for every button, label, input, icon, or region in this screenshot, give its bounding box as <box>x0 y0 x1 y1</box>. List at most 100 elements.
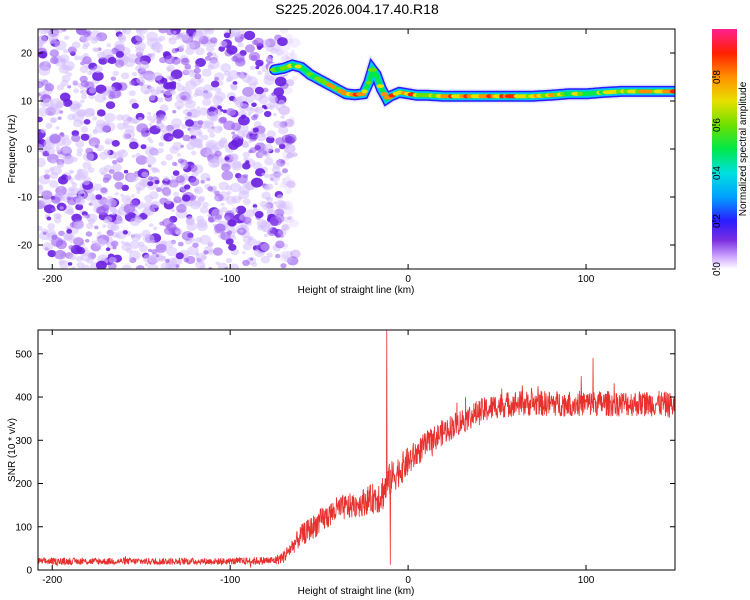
noise-blob <box>38 157 46 168</box>
x-tick-label: -200 <box>42 274 62 285</box>
noise-blob <box>224 156 230 161</box>
noise-blob <box>263 144 274 152</box>
noise-blob <box>207 213 212 217</box>
noise-blob <box>129 217 140 227</box>
noise-blob <box>160 160 167 166</box>
noise-blob <box>102 91 109 97</box>
noise-blob <box>209 37 218 44</box>
noise-blob <box>284 215 295 224</box>
noise-blob <box>287 38 294 44</box>
noise-blob <box>92 71 104 81</box>
noise-blob <box>242 235 252 244</box>
noise-blob <box>138 241 145 247</box>
noise-blob <box>144 146 157 157</box>
noise-blob <box>106 195 114 202</box>
noise-blob <box>256 244 260 248</box>
noise-blob <box>54 217 62 224</box>
noise-blob <box>135 47 144 55</box>
noise-blob <box>38 29 50 35</box>
noise-blob <box>92 47 98 52</box>
noise-blob <box>147 248 152 253</box>
ridge-spot <box>366 80 372 85</box>
noise-blob <box>108 262 117 269</box>
noise-blob <box>237 42 244 48</box>
noise-blob <box>64 71 69 75</box>
noise-blob <box>81 264 90 269</box>
noise-blob <box>223 120 236 131</box>
noise-blob <box>129 240 140 249</box>
noise-blob <box>135 182 146 191</box>
noise-blob <box>281 224 290 231</box>
noise-blob <box>188 108 201 118</box>
noise-blob <box>123 203 136 214</box>
noise-blob <box>278 99 285 106</box>
noise-blob <box>265 183 274 190</box>
ridge-spot <box>367 67 378 72</box>
noise-blob <box>254 142 266 152</box>
noise-blob <box>196 106 201 110</box>
noise-blob <box>208 59 220 70</box>
noise-blob <box>232 81 238 86</box>
noise-blob <box>250 55 258 61</box>
y-tick-label: 10 <box>21 97 33 108</box>
snr-marks <box>38 330 675 568</box>
noise-blob <box>57 175 69 185</box>
noise-blob <box>172 109 177 114</box>
noise-blob <box>135 152 141 158</box>
noise-blob <box>119 220 124 224</box>
noise-blob <box>215 214 222 220</box>
noise-blob <box>224 210 235 219</box>
noise-blob <box>242 243 252 251</box>
noise-blob <box>143 205 156 216</box>
noise-blob <box>155 243 167 253</box>
y-tick-label: 400 <box>15 393 32 404</box>
noise-blob <box>186 216 195 224</box>
noise-blob <box>120 240 125 244</box>
noise-blob <box>172 240 177 244</box>
noise-blob <box>194 63 200 69</box>
noise-blob <box>188 194 197 201</box>
noise-blob <box>264 173 270 179</box>
noise-blob <box>177 241 184 247</box>
noise-blob <box>280 263 287 269</box>
noise-blob <box>105 140 110 145</box>
noise-blob <box>214 223 226 234</box>
noise-blob <box>90 37 98 44</box>
noise-blob <box>249 107 254 111</box>
noise-blob <box>286 120 293 126</box>
noise-blob <box>282 250 294 260</box>
noise-blob <box>75 256 83 262</box>
noise-blob <box>108 169 115 175</box>
noise-blob <box>153 226 158 231</box>
noise-blob <box>136 191 140 195</box>
noise-blob <box>171 182 178 188</box>
snr-axes: -200 -100 0 100 0 100 200 300 400 500 <box>15 330 675 586</box>
noise-blob <box>63 134 69 140</box>
spectrogram-x-label: Height of straight line (km) <box>298 285 415 296</box>
noise-blob <box>140 144 147 150</box>
noise-blob <box>121 264 132 269</box>
snr-y-label: SNR (10 * v/v) <box>7 418 18 482</box>
noise-blob <box>166 246 178 257</box>
noise-blob <box>213 125 223 134</box>
noise-blob <box>269 105 275 110</box>
noise-blob <box>266 130 276 139</box>
noise-blob <box>52 29 64 34</box>
noise-blob <box>243 198 251 205</box>
noise-blob <box>229 263 240 269</box>
colorbar-label: Normalized spectral amplitude <box>738 81 749 216</box>
ridge-spot <box>361 89 368 94</box>
noise-blob <box>43 174 51 180</box>
noise-blob <box>87 167 95 173</box>
noise-blob <box>41 190 53 200</box>
noise-blob <box>85 222 94 229</box>
noise-blob <box>283 156 290 161</box>
noise-blob <box>214 55 219 59</box>
noise-blob <box>184 176 189 180</box>
noise-blob <box>131 154 136 158</box>
noise-blob <box>275 253 281 259</box>
noise-blob <box>263 233 268 238</box>
noise-blob <box>141 171 149 178</box>
